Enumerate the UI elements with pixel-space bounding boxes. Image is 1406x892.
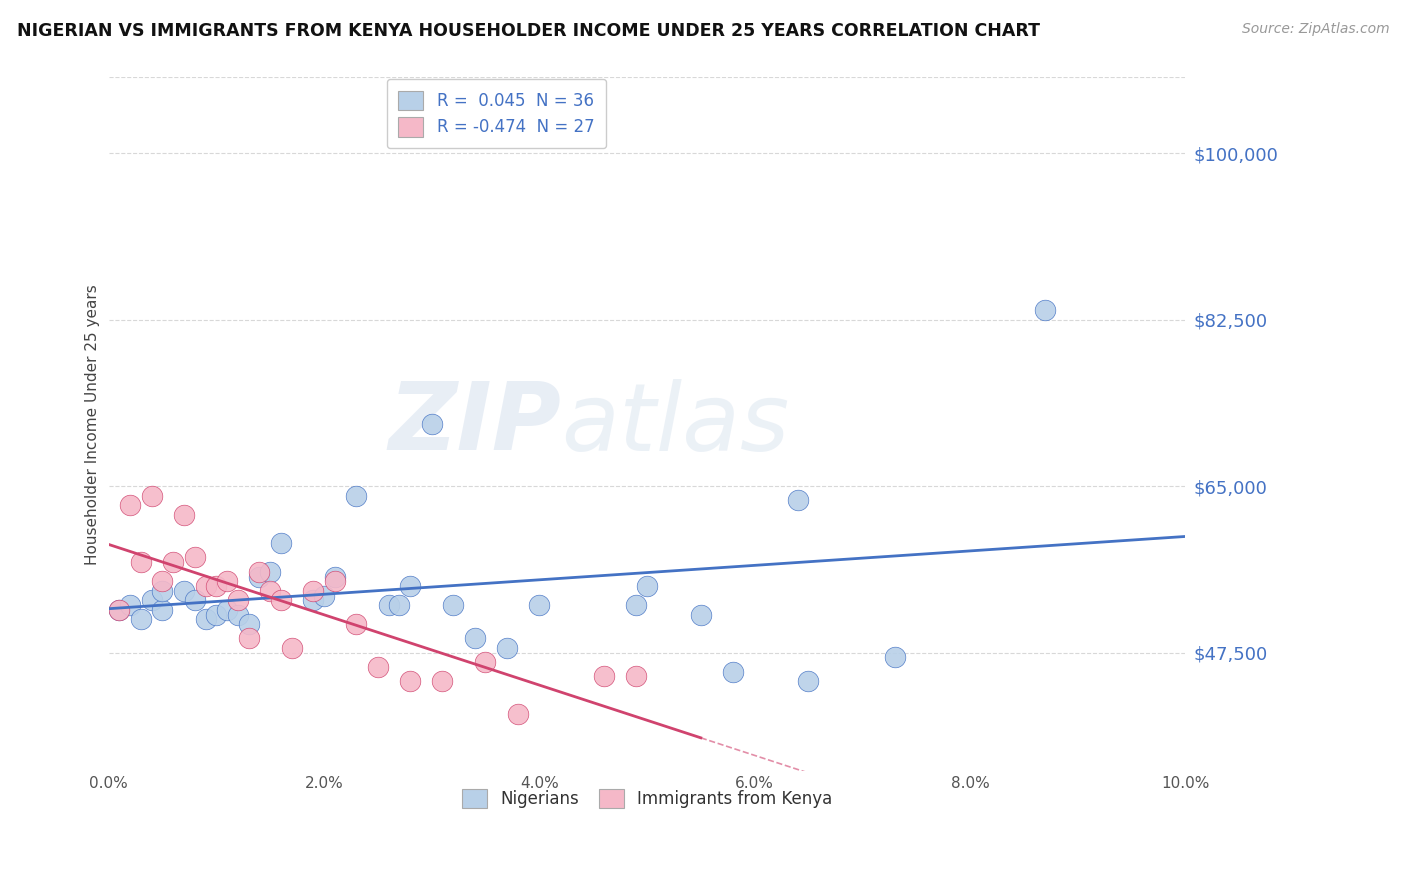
Point xyxy=(1033,303,1056,318)
Point xyxy=(432,674,454,689)
Point xyxy=(464,632,486,646)
Point xyxy=(624,598,647,612)
Point xyxy=(120,498,142,512)
Point xyxy=(247,565,270,579)
Point xyxy=(302,583,325,598)
Point xyxy=(162,555,184,569)
Point xyxy=(120,598,142,612)
Point xyxy=(152,574,174,589)
Point xyxy=(344,489,367,503)
Point xyxy=(302,593,325,607)
Point xyxy=(323,569,346,583)
Point xyxy=(173,508,195,522)
Point xyxy=(226,593,249,607)
Point xyxy=(388,598,411,612)
Point xyxy=(184,593,207,607)
Point xyxy=(344,617,367,632)
Point xyxy=(205,579,228,593)
Point xyxy=(377,598,399,612)
Point xyxy=(367,660,389,674)
Point xyxy=(529,598,551,612)
Point xyxy=(721,665,744,679)
Point xyxy=(226,607,249,622)
Point xyxy=(141,489,163,503)
Point xyxy=(312,589,335,603)
Point xyxy=(786,493,808,508)
Point xyxy=(215,603,238,617)
Point xyxy=(152,583,174,598)
Point xyxy=(108,603,131,617)
Point xyxy=(184,550,207,565)
Point xyxy=(108,603,131,617)
Point xyxy=(797,674,820,689)
Point xyxy=(215,574,238,589)
Text: NIGERIAN VS IMMIGRANTS FROM KENYA HOUSEHOLDER INCOME UNDER 25 YEARS CORRELATION : NIGERIAN VS IMMIGRANTS FROM KENYA HOUSEH… xyxy=(17,22,1040,40)
Legend: Nigerians, Immigrants from Kenya: Nigerians, Immigrants from Kenya xyxy=(456,782,839,815)
Point xyxy=(238,632,260,646)
Point xyxy=(173,583,195,598)
Point xyxy=(420,417,443,432)
Point xyxy=(129,555,152,569)
Point xyxy=(883,650,905,665)
Point xyxy=(636,579,658,593)
Point xyxy=(399,579,422,593)
Point xyxy=(270,536,292,550)
Point xyxy=(238,617,260,632)
Point xyxy=(270,593,292,607)
Text: atlas: atlas xyxy=(561,379,789,470)
Point xyxy=(689,607,711,622)
Point xyxy=(129,612,152,626)
Point xyxy=(194,579,217,593)
Point xyxy=(506,707,529,722)
Point xyxy=(593,669,616,683)
Point xyxy=(247,569,270,583)
Point xyxy=(141,593,163,607)
Point xyxy=(259,583,281,598)
Text: Source: ZipAtlas.com: Source: ZipAtlas.com xyxy=(1241,22,1389,37)
Point xyxy=(152,603,174,617)
Y-axis label: Householder Income Under 25 years: Householder Income Under 25 years xyxy=(86,284,100,565)
Point xyxy=(194,612,217,626)
Point xyxy=(280,640,302,655)
Point xyxy=(323,574,346,589)
Point xyxy=(205,607,228,622)
Point xyxy=(441,598,464,612)
Point xyxy=(399,674,422,689)
Text: ZIP: ZIP xyxy=(388,378,561,470)
Point xyxy=(474,655,496,669)
Point xyxy=(624,669,647,683)
Point xyxy=(496,640,519,655)
Point xyxy=(259,565,281,579)
